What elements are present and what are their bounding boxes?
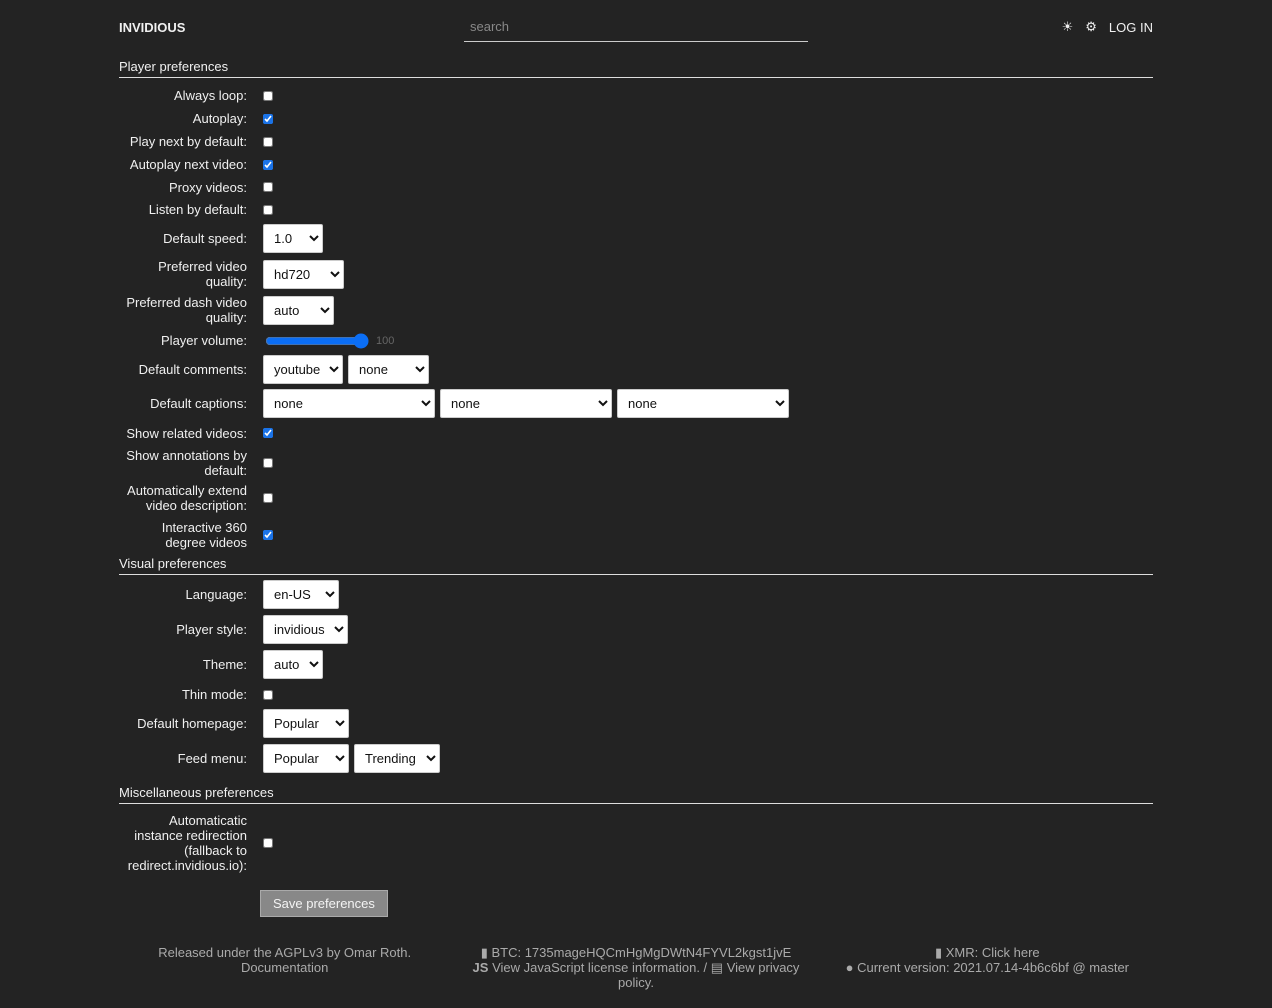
- row-speed: Default speed: 1.0: [119, 221, 1153, 256]
- sun-icon[interactable]: ☀: [1061, 19, 1074, 34]
- label: Automatically extend video description:: [127, 482, 247, 513]
- github-icon: ●: [845, 960, 854, 975]
- comments-select-2[interactable]: none: [348, 355, 429, 384]
- js-icon: JS: [472, 960, 489, 975]
- listen-checkbox[interactable]: [263, 204, 273, 215]
- document-icon: ▤: [710, 960, 724, 975]
- login-link[interactable]: LOG IN: [1108, 19, 1153, 35]
- volume-value: 100: [376, 334, 395, 347]
- comments-select-1[interactable]: youtube: [263, 355, 343, 384]
- play-next-checkbox[interactable]: [263, 136, 273, 147]
- label: Player volume:: [161, 333, 247, 348]
- row-proxy: Proxy videos:: [119, 176, 1153, 198]
- search-input[interactable]: [464, 12, 808, 42]
- row-always-loop: Always loop:: [119, 84, 1153, 107]
- xmr-link[interactable]: XMR: Click here: [945, 945, 1040, 960]
- license-text: Released under the AGPLv3 by Omar Roth.: [158, 945, 412, 960]
- row-360: Interactive 360 degree videos: [119, 516, 1153, 553]
- row-volume: Player volume: 100: [119, 328, 1153, 353]
- section-visual: Visual preferences: [119, 553, 1153, 575]
- language-select[interactable]: en-US: [263, 580, 339, 609]
- label: Show annotations by default:: [126, 447, 247, 478]
- btc-address: BTC: 1735mageHQCmHgMgDWtN4FYVL2kgst1jvE: [491, 945, 792, 960]
- page: INVIDIOUS ☀ ⚙ LOG IN Player preferences …: [119, 0, 1153, 917]
- label: Interactive 360 degree videos: [161, 519, 247, 550]
- row-captions: Default captions: none none none: [119, 386, 1153, 420]
- row-annotations: Show annotations by default:: [119, 446, 1153, 479]
- row-homepage: Default homepage: Popular: [119, 707, 1153, 740]
- separator: /: [699, 960, 711, 975]
- footer: Released under the AGPLv3 by Omar Roth. D…: [119, 945, 1153, 990]
- theme-select[interactable]: auto: [263, 650, 323, 679]
- annotations-checkbox[interactable]: [263, 457, 273, 468]
- save-preferences-button[interactable]: Save preferences: [260, 890, 388, 917]
- row-feed-menu: Feed menu: Popular Trending: [119, 740, 1153, 776]
- row-thin-mode: Thin mode:: [119, 682, 1153, 707]
- documentation-link[interactable]: Documentation: [240, 960, 329, 975]
- label: Autoplay:: [192, 111, 247, 126]
- row-related: Show related videos:: [119, 420, 1153, 446]
- label: Default comments:: [138, 362, 247, 377]
- row-extend: Automatically extend video description:: [119, 479, 1153, 516]
- gear-icon[interactable]: ⚙: [1085, 19, 1097, 34]
- label: Automaticatic instance redirection (fall…: [127, 813, 247, 873]
- proxy-checkbox[interactable]: [263, 182, 273, 192]
- row-theme: Theme: auto: [119, 647, 1153, 682]
- label: Preferred video quality:: [158, 259, 247, 289]
- logo[interactable]: INVIDIOUS: [119, 20, 186, 35]
- js-license-link[interactable]: View JavaScript license information.: [492, 960, 700, 975]
- row-autoplay: Autoplay:: [119, 107, 1153, 130]
- row-autoplay-next: Autoplay next video:: [119, 153, 1153, 176]
- autoplay-checkbox[interactable]: [263, 113, 273, 124]
- label: Default homepage:: [137, 716, 247, 731]
- label: Play next by default:: [129, 134, 247, 149]
- 360-videos-checkbox[interactable]: [263, 529, 273, 540]
- speed-select[interactable]: 1.0: [263, 224, 323, 253]
- version-text[interactable]: Current version: 2021.07.14-4b6c6bf @ ma…: [857, 960, 1130, 975]
- label: Default speed:: [163, 231, 247, 246]
- row-redirect: Automaticatic instance redirection (fall…: [119, 812, 1153, 874]
- row-quality: Preferred video quality: hd720: [119, 256, 1153, 292]
- feed-menu-select-2[interactable]: Trending: [354, 743, 440, 773]
- feed-menu-select-1[interactable]: Popular: [263, 743, 349, 773]
- homepage-select[interactable]: Popular: [263, 709, 349, 738]
- label: Player style:: [176, 622, 247, 637]
- label: Always loop:: [174, 88, 247, 103]
- row-play-next: Play next by default:: [119, 130, 1153, 153]
- wallet-icon: ▮: [934, 945, 943, 960]
- quality-select[interactable]: hd720: [263, 259, 344, 289]
- row-dash: Preferred dash video quality: auto: [119, 292, 1153, 328]
- extend-description-checkbox[interactable]: [263, 492, 273, 503]
- label: Feed menu:: [177, 750, 247, 766]
- navbar: INVIDIOUS ☀ ⚙ LOG IN: [119, 0, 1153, 56]
- privacy-link[interactable]: View privacy policy.: [618, 960, 800, 990]
- always-loop-checkbox[interactable]: [263, 90, 273, 101]
- thin-mode-checkbox[interactable]: [263, 689, 273, 700]
- section-player: Player preferences: [119, 56, 1153, 78]
- label: Show related videos:: [126, 425, 247, 441]
- label: Autoplay next video:: [129, 157, 247, 172]
- row-language: Language: en-US: [119, 577, 1153, 612]
- wallet-icon: ▮: [480, 945, 488, 960]
- section-misc: Miscellaneous preferences: [119, 782, 1153, 804]
- captions-select-2[interactable]: none: [440, 388, 612, 418]
- dash-quality-select[interactable]: auto: [263, 295, 334, 325]
- row-comments: Default comments: youtube none: [119, 353, 1153, 386]
- captions-select-3[interactable]: none: [617, 388, 789, 418]
- player-style-select[interactable]: invidious: [263, 615, 348, 644]
- label: Listen by default:: [148, 202, 247, 217]
- label: Proxy videos:: [168, 179, 247, 195]
- label: Theme:: [202, 657, 247, 672]
- volume-slider[interactable]: [265, 332, 369, 349]
- captions-select-1[interactable]: none: [263, 388, 435, 418]
- label: Default captions:: [150, 395, 247, 411]
- autoplay-next-checkbox[interactable]: [263, 159, 273, 170]
- row-listen: Listen by default:: [119, 198, 1153, 221]
- label: Preferred dash video quality:: [126, 295, 247, 325]
- redirect-checkbox[interactable]: [263, 838, 273, 848]
- related-checkbox[interactable]: [263, 428, 273, 438]
- label: Language:: [185, 587, 247, 602]
- row-player-style: Player style: invidious: [119, 612, 1153, 647]
- label: Thin mode:: [181, 687, 247, 702]
